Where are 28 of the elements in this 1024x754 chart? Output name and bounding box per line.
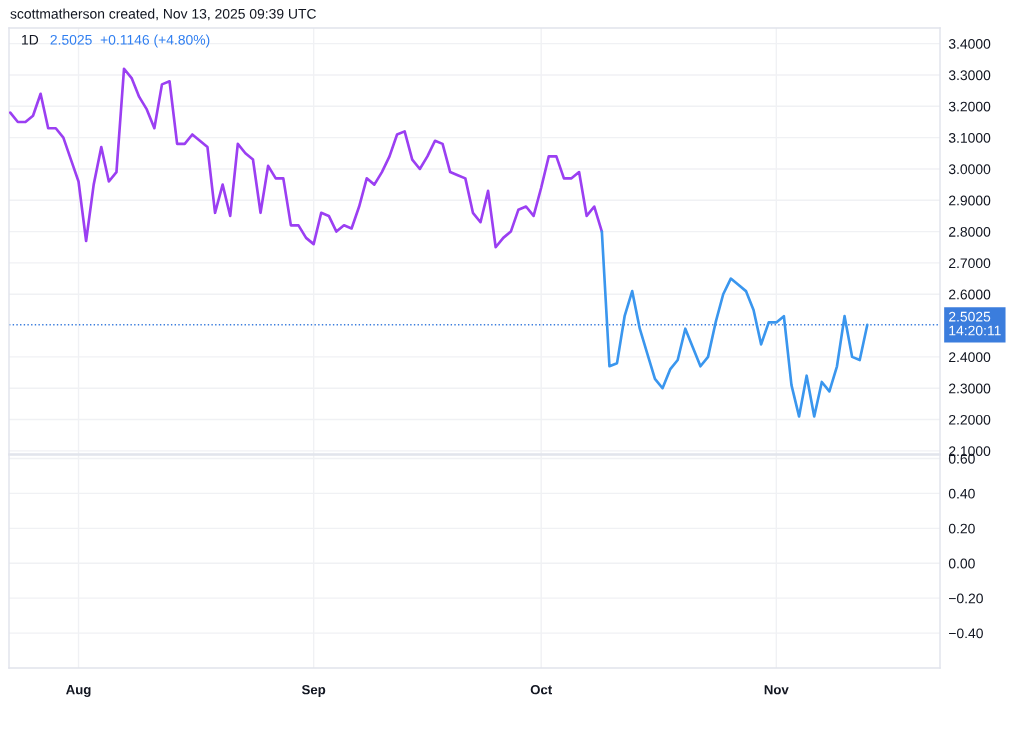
y-tick-label: 2.2000 [949, 414, 991, 425]
y-tick-label: 2.4000 [949, 352, 991, 363]
ref-line-label: 2.5025 [949, 311, 991, 322]
y-tick-label: 3.2000 [948, 101, 991, 112]
line-series [600, 230, 869, 418]
x-tick-label: Nov [764, 685, 789, 695]
y-tick-label: −0.20 [949, 593, 983, 604]
y-tick-label: −0.40 [949, 628, 983, 639]
text: 14:20:11 [949, 325, 1001, 336]
y-tick-label: 3.3000 [948, 70, 991, 81]
y-tick-label: 3.1000 [948, 132, 991, 143]
y-tick-label: 2.9000 [949, 195, 991, 206]
x-tick-label: Aug [66, 685, 91, 697]
y-tick-label: 2.8000 [949, 226, 991, 237]
y-tick-label: 0.40 [948, 488, 975, 499]
annotation: 2.5025 +0.1146 (+4.80%) [50, 34, 210, 48]
y-tick-label: 3.4000 [948, 39, 991, 49]
y-tick-label: 0.20 [948, 523, 975, 534]
x-tick-label: Sep [301, 685, 326, 697]
chart-subtitle: 1D [22, 35, 39, 45]
chart-title: scottmatherson created, Nov 13, 2025 09:39 UTC [10, 8, 316, 21]
line-series [9, 67, 604, 249]
x-tick-label: Oct [530, 685, 553, 695]
y-tick-label: 2.6000 [949, 289, 991, 300]
y-tick-label: 3.0000 [948, 164, 991, 175]
y-tick-label: 2.3000 [949, 383, 991, 394]
y-tick-label: 2.7000 [949, 258, 991, 269]
y-tick-label: 0.00 [948, 558, 975, 569]
